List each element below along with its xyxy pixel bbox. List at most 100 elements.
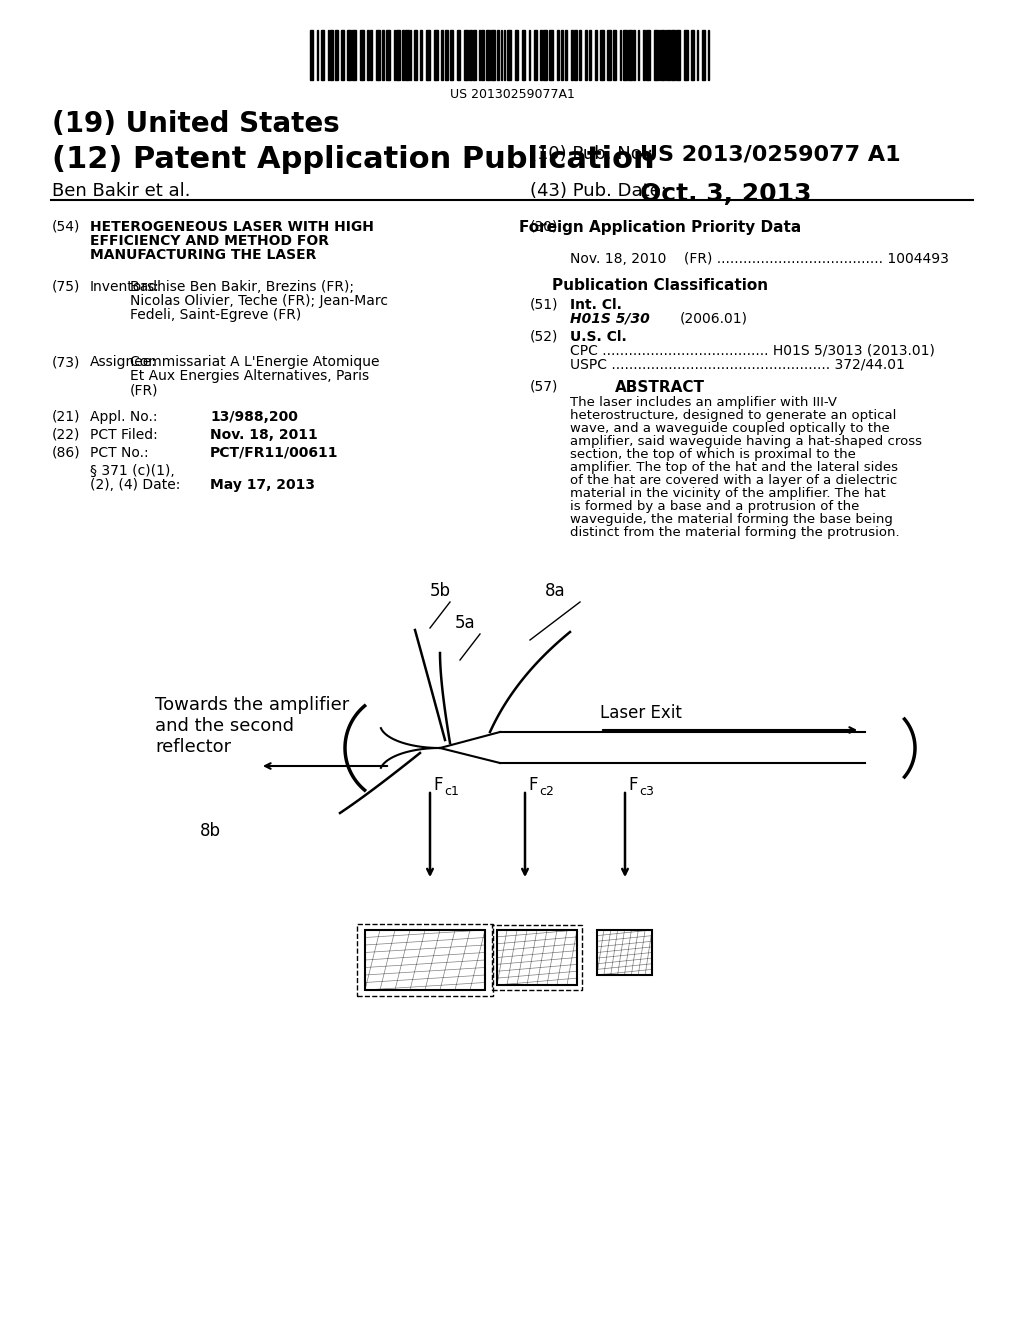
Bar — [691, 30, 694, 81]
Bar — [676, 30, 680, 81]
Text: PCT Filed:: PCT Filed: — [90, 428, 158, 442]
Text: 8a: 8a — [545, 582, 565, 601]
Text: 13/988,200: 13/988,200 — [210, 411, 298, 424]
Text: distinct from the material forming the protrusion.: distinct from the material forming the p… — [570, 525, 900, 539]
Text: (19) United States: (19) United States — [52, 110, 340, 139]
Bar — [515, 30, 518, 81]
Bar — [464, 30, 468, 81]
Text: (52): (52) — [530, 330, 558, 345]
Text: Foreign Application Priority Data: Foreign Application Priority Data — [519, 220, 801, 235]
Bar — [667, 30, 670, 81]
Bar — [540, 30, 542, 81]
Text: c1: c1 — [444, 785, 459, 799]
Text: § 371 (c)(1),: § 371 (c)(1), — [90, 465, 175, 478]
Text: waveguide, the material forming the base being: waveguide, the material forming the base… — [570, 513, 893, 525]
Text: EFFICIENCY AND METHOD FOR: EFFICIENCY AND METHOD FOR — [90, 234, 329, 248]
Bar — [585, 30, 587, 81]
Text: Appl. No.:: Appl. No.: — [90, 411, 158, 424]
Bar — [671, 30, 675, 81]
Text: USPC .................................................. 372/44.01: USPC ...................................… — [570, 358, 905, 372]
Text: (86): (86) — [52, 446, 81, 459]
Text: 5b: 5b — [430, 582, 451, 601]
Text: MANUFACTURING THE LASER: MANUFACTURING THE LASER — [90, 248, 316, 261]
Bar — [507, 30, 511, 81]
Bar — [347, 30, 351, 81]
Bar — [457, 30, 460, 81]
Bar — [367, 30, 369, 81]
Bar — [330, 30, 333, 81]
Bar — [574, 30, 577, 81]
Bar — [633, 30, 635, 81]
Text: Fedeli, Saint-Egreve (FR): Fedeli, Saint-Egreve (FR) — [130, 308, 301, 322]
Text: of the hat are covered with a layer of a dielectric: of the hat are covered with a layer of a… — [570, 474, 897, 487]
Text: (FR): (FR) — [130, 383, 159, 397]
Bar — [414, 30, 417, 81]
Text: (21): (21) — [52, 411, 81, 424]
Bar — [600, 30, 604, 81]
Text: 5a: 5a — [455, 614, 475, 632]
Bar — [490, 30, 495, 81]
Bar — [481, 30, 484, 81]
Bar — [357, 924, 493, 997]
Text: amplifier. The top of the hat and the lateral sides: amplifier. The top of the hat and the la… — [570, 461, 898, 474]
Text: (22): (22) — [52, 428, 80, 442]
Bar — [654, 30, 658, 81]
Bar — [543, 30, 547, 81]
Text: (12) Patent Application Publication: (12) Patent Application Publication — [52, 145, 654, 174]
Bar — [469, 30, 472, 81]
Text: Nicolas Olivier, Teche (FR); Jean-Marc: Nicolas Olivier, Teche (FR); Jean-Marc — [130, 294, 388, 308]
Bar — [382, 30, 384, 81]
Bar — [445, 30, 449, 81]
Bar — [684, 30, 688, 81]
Text: heterostructure, designed to generate an optical: heterostructure, designed to generate an… — [570, 409, 896, 422]
Bar — [607, 30, 611, 81]
Text: 8b: 8b — [200, 822, 221, 840]
Bar — [595, 30, 597, 81]
Bar — [420, 30, 422, 81]
Text: PCT/FR11/00611: PCT/FR11/00611 — [210, 446, 339, 459]
Bar — [597, 931, 652, 975]
Text: Ben Bakir et al.: Ben Bakir et al. — [52, 182, 190, 201]
Text: F: F — [433, 776, 442, 795]
Bar — [561, 30, 563, 81]
Bar — [646, 30, 650, 81]
Bar — [386, 30, 390, 81]
Text: Assignee:: Assignee: — [90, 355, 157, 370]
Bar — [441, 30, 443, 81]
Text: US 2013/0259077 A1: US 2013/0259077 A1 — [640, 145, 901, 165]
Text: (75): (75) — [52, 280, 80, 294]
Text: (73): (73) — [52, 355, 80, 370]
Text: amplifier, said waveguide having a hat-shaped cross: amplifier, said waveguide having a hat-s… — [570, 436, 922, 447]
Bar — [628, 30, 632, 81]
Bar — [406, 30, 409, 81]
Text: May 17, 2013: May 17, 2013 — [210, 478, 315, 492]
Text: (43) Pub. Date:: (43) Pub. Date: — [530, 182, 667, 201]
Bar — [623, 30, 627, 81]
Bar — [643, 30, 645, 81]
Text: Nov. 18, 2011: Nov. 18, 2011 — [210, 428, 317, 442]
Bar — [321, 30, 324, 81]
Bar — [702, 30, 705, 81]
Text: Publication Classification: Publication Classification — [552, 279, 768, 293]
Text: (51): (51) — [530, 298, 558, 312]
Text: F: F — [528, 776, 538, 795]
Bar — [497, 931, 577, 985]
Bar — [579, 30, 581, 81]
Text: PCT No.:: PCT No.: — [90, 446, 148, 459]
Text: Oct. 3, 2013: Oct. 3, 2013 — [640, 182, 811, 206]
Bar — [434, 30, 438, 81]
Text: Commissariat A L'Energie Atomique: Commissariat A L'Energie Atomique — [130, 355, 380, 370]
Bar — [352, 30, 356, 81]
Bar — [486, 30, 490, 81]
Bar — [341, 30, 344, 81]
Text: Inventors:: Inventors: — [90, 280, 160, 294]
Bar — [565, 30, 567, 81]
Bar — [396, 30, 400, 81]
Bar — [473, 30, 476, 81]
Text: The laser includes an amplifier with III-V: The laser includes an amplifier with III… — [570, 396, 837, 409]
Text: section, the top of which is proximal to the: section, the top of which is proximal to… — [570, 447, 856, 461]
Bar — [549, 30, 553, 81]
Bar — [534, 30, 537, 81]
Text: H01S 5/30: H01S 5/30 — [570, 312, 650, 326]
Text: Badhise Ben Bakir, Brezins (FR);: Badhise Ben Bakir, Brezins (FR); — [130, 280, 354, 294]
